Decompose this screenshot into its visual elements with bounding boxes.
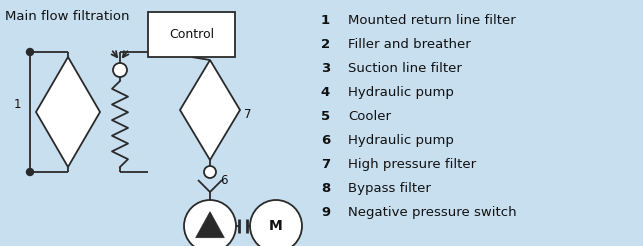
Text: Suction line filter: Suction line filter	[348, 62, 462, 75]
Text: 7: 7	[244, 108, 251, 122]
Text: 7: 7	[321, 158, 330, 171]
Circle shape	[250, 200, 302, 246]
Text: Hydraulic pump: Hydraulic pump	[348, 86, 454, 99]
Circle shape	[113, 63, 127, 77]
Text: Hydraulic pump: Hydraulic pump	[348, 134, 454, 147]
Polygon shape	[195, 212, 224, 238]
Text: High pressure filter: High pressure filter	[348, 158, 476, 171]
Text: 8: 8	[321, 182, 330, 195]
Text: Cooler: Cooler	[348, 110, 391, 123]
Circle shape	[204, 166, 216, 178]
Text: 9: 9	[321, 206, 330, 219]
Text: 1: 1	[321, 14, 330, 27]
Text: Control: Control	[169, 28, 214, 41]
Circle shape	[26, 48, 33, 56]
Text: Main flow filtration: Main flow filtration	[5, 10, 129, 23]
Text: Filler and breather: Filler and breather	[348, 38, 471, 51]
Text: 5: 5	[321, 110, 330, 123]
Text: M: M	[269, 219, 283, 233]
Text: 3: 3	[321, 62, 330, 75]
Text: 6: 6	[321, 134, 330, 147]
Text: 2: 2	[321, 38, 330, 51]
Text: 9: 9	[177, 245, 185, 246]
Text: Bypass filter: Bypass filter	[348, 182, 431, 195]
Text: 4: 4	[321, 86, 330, 99]
Text: 1: 1	[14, 98, 21, 111]
FancyBboxPatch shape	[148, 12, 235, 57]
Text: 6: 6	[220, 173, 228, 186]
Circle shape	[26, 169, 33, 175]
Circle shape	[184, 200, 236, 246]
Polygon shape	[180, 60, 240, 160]
Polygon shape	[36, 57, 100, 167]
Text: Negative pressure switch: Negative pressure switch	[348, 206, 516, 219]
Text: Mounted return line filter: Mounted return line filter	[348, 14, 516, 27]
